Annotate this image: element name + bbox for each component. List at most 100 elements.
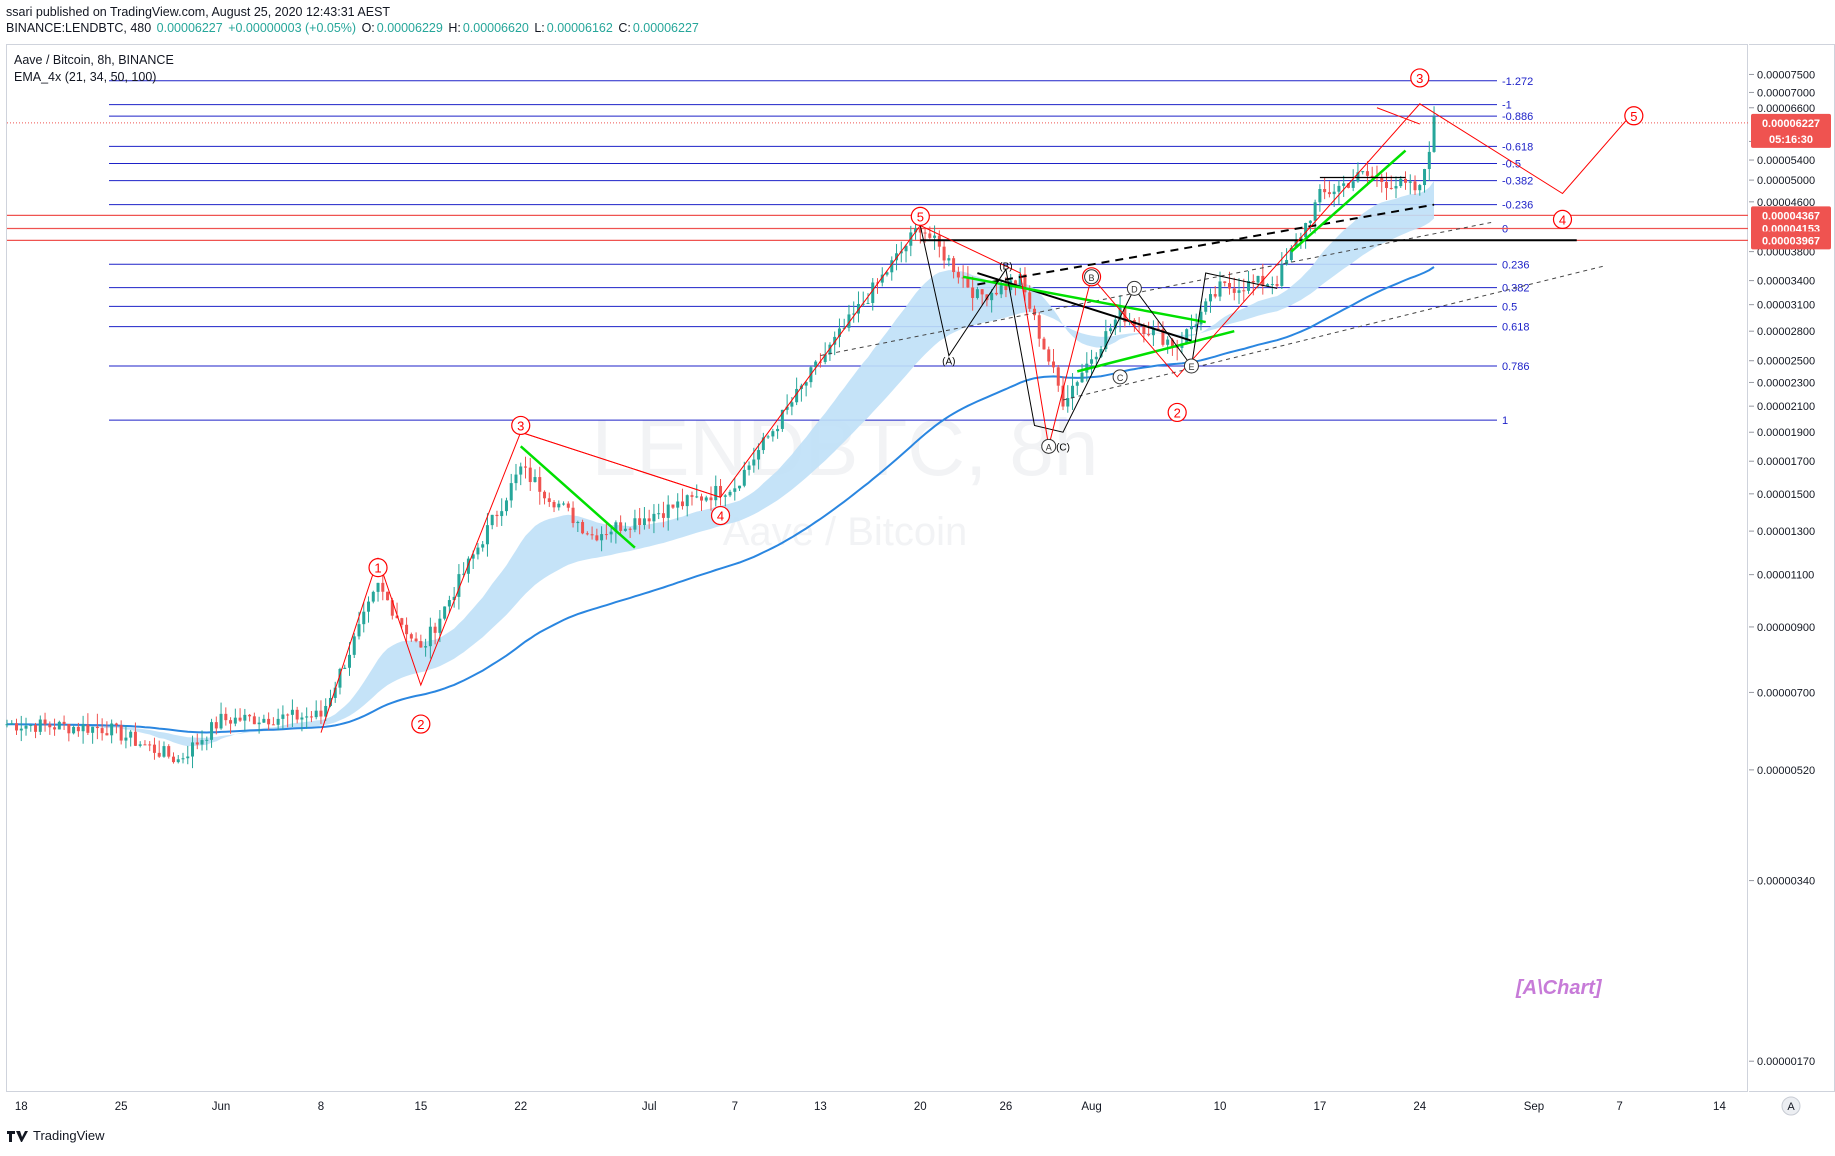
candle-body xyxy=(1327,192,1331,195)
candle-body xyxy=(38,719,42,732)
candle-body xyxy=(1304,223,1308,238)
wave-label-6: 2 xyxy=(1174,405,1181,420)
wave-label-4: 5 xyxy=(917,209,924,224)
candle-body xyxy=(1384,182,1388,188)
candle-body xyxy=(1232,288,1236,293)
candle-body xyxy=(928,233,932,238)
candle-body xyxy=(557,503,561,508)
candle-body xyxy=(747,465,751,470)
candle-body xyxy=(533,477,537,483)
candle-body xyxy=(733,488,737,492)
candle-body xyxy=(238,717,242,721)
candle-body xyxy=(804,382,808,386)
candle-body xyxy=(1185,329,1189,344)
candle-body xyxy=(1004,285,1008,291)
candle-body xyxy=(1061,385,1065,407)
candle-body xyxy=(1151,328,1155,336)
candle-body xyxy=(766,436,770,438)
candle-body xyxy=(709,497,713,501)
candle-body xyxy=(1113,319,1117,329)
candle-body xyxy=(105,733,109,736)
time-tick-16: 7 xyxy=(1616,1101,1622,1113)
fib-label-11: 0.618 xyxy=(1502,322,1530,334)
candle-body xyxy=(1285,259,1289,265)
fib-label-10: 0.5 xyxy=(1502,301,1517,313)
candle-body xyxy=(1280,264,1284,286)
description-watermark: Aave / Bitcoin xyxy=(723,510,968,554)
candle-body xyxy=(143,744,147,746)
elliott-wave-path xyxy=(320,103,1635,733)
open-value: 0.00006229 xyxy=(376,21,443,35)
wave-label-2: 3 xyxy=(517,418,524,433)
candle-body xyxy=(1042,338,1046,350)
candle-body xyxy=(409,634,413,639)
time-tick-17: 14 xyxy=(1713,1101,1726,1113)
candle-body xyxy=(252,716,256,725)
candle-body xyxy=(757,450,761,460)
candle-body xyxy=(362,611,366,625)
candle-body xyxy=(690,495,694,497)
candle-body xyxy=(966,278,970,288)
candle-body xyxy=(923,232,927,234)
price-tick-label-0: 0.00007500 xyxy=(1757,69,1815,81)
candle-body xyxy=(485,525,489,545)
fib-label-4: -0.5 xyxy=(1502,158,1521,170)
candle-body xyxy=(814,361,818,368)
time-tick-6: Jul xyxy=(642,1101,657,1113)
candle-body xyxy=(1323,189,1327,193)
last-price-tag-bg xyxy=(1751,113,1831,148)
sub-wave-marker-7 xyxy=(1183,358,1199,374)
candle-body xyxy=(424,646,428,648)
auto-scale-button[interactable] xyxy=(1781,1096,1801,1116)
candle-body xyxy=(661,513,665,518)
fib-label-0: -1.272 xyxy=(1502,76,1533,88)
candle-body xyxy=(1337,185,1341,192)
candle-body xyxy=(1123,306,1127,323)
candle-body xyxy=(642,518,646,525)
candle-body xyxy=(43,719,47,725)
high-value: 0.00006620 xyxy=(462,21,529,35)
candle-body xyxy=(100,728,104,734)
level-tag-2: 0.00003967 xyxy=(1762,235,1820,247)
candle-body xyxy=(314,710,318,718)
candle-body xyxy=(899,251,903,254)
candle-body xyxy=(1013,280,1017,286)
candle-body xyxy=(205,739,209,741)
candle-body xyxy=(780,409,784,429)
candle-body xyxy=(1066,398,1070,407)
candle-body xyxy=(86,724,90,733)
candle-body xyxy=(110,723,114,736)
candle-body xyxy=(72,726,76,734)
candle-body xyxy=(638,518,642,525)
candle-body xyxy=(452,596,456,601)
candle-body xyxy=(319,710,323,717)
candle-body xyxy=(495,514,499,517)
time-tick-2: Jun xyxy=(212,1101,231,1113)
candle-body xyxy=(262,718,266,723)
fib-label-6: -0.236 xyxy=(1502,200,1533,212)
candle-body xyxy=(699,496,703,501)
candle-body xyxy=(15,723,19,731)
candle-body xyxy=(390,600,394,616)
candle-body xyxy=(1075,382,1079,386)
wave-marker-0 xyxy=(368,558,388,578)
wave-marker-8 xyxy=(1552,209,1573,230)
candle-body xyxy=(1090,359,1094,364)
candle-body xyxy=(62,721,66,725)
candle-body xyxy=(129,731,133,738)
candle-body xyxy=(795,388,799,403)
footer[interactable]: TradingView xyxy=(6,1128,105,1143)
wave-marker-1 xyxy=(411,714,431,734)
close-label: C: xyxy=(618,21,631,35)
time-tick-13: 17 xyxy=(1313,1101,1326,1113)
chart-pane[interactable] xyxy=(6,44,1748,1092)
candle-body xyxy=(885,272,889,275)
candle-body xyxy=(1313,202,1317,221)
candle-body xyxy=(828,344,832,355)
level-tag-0: 0.00004367 xyxy=(1762,210,1820,222)
sub-wave-label-6: D xyxy=(1131,284,1138,294)
fib-label-13: 1 xyxy=(1502,415,1508,427)
candle-body xyxy=(1037,315,1041,339)
candle-body xyxy=(1218,281,1222,297)
